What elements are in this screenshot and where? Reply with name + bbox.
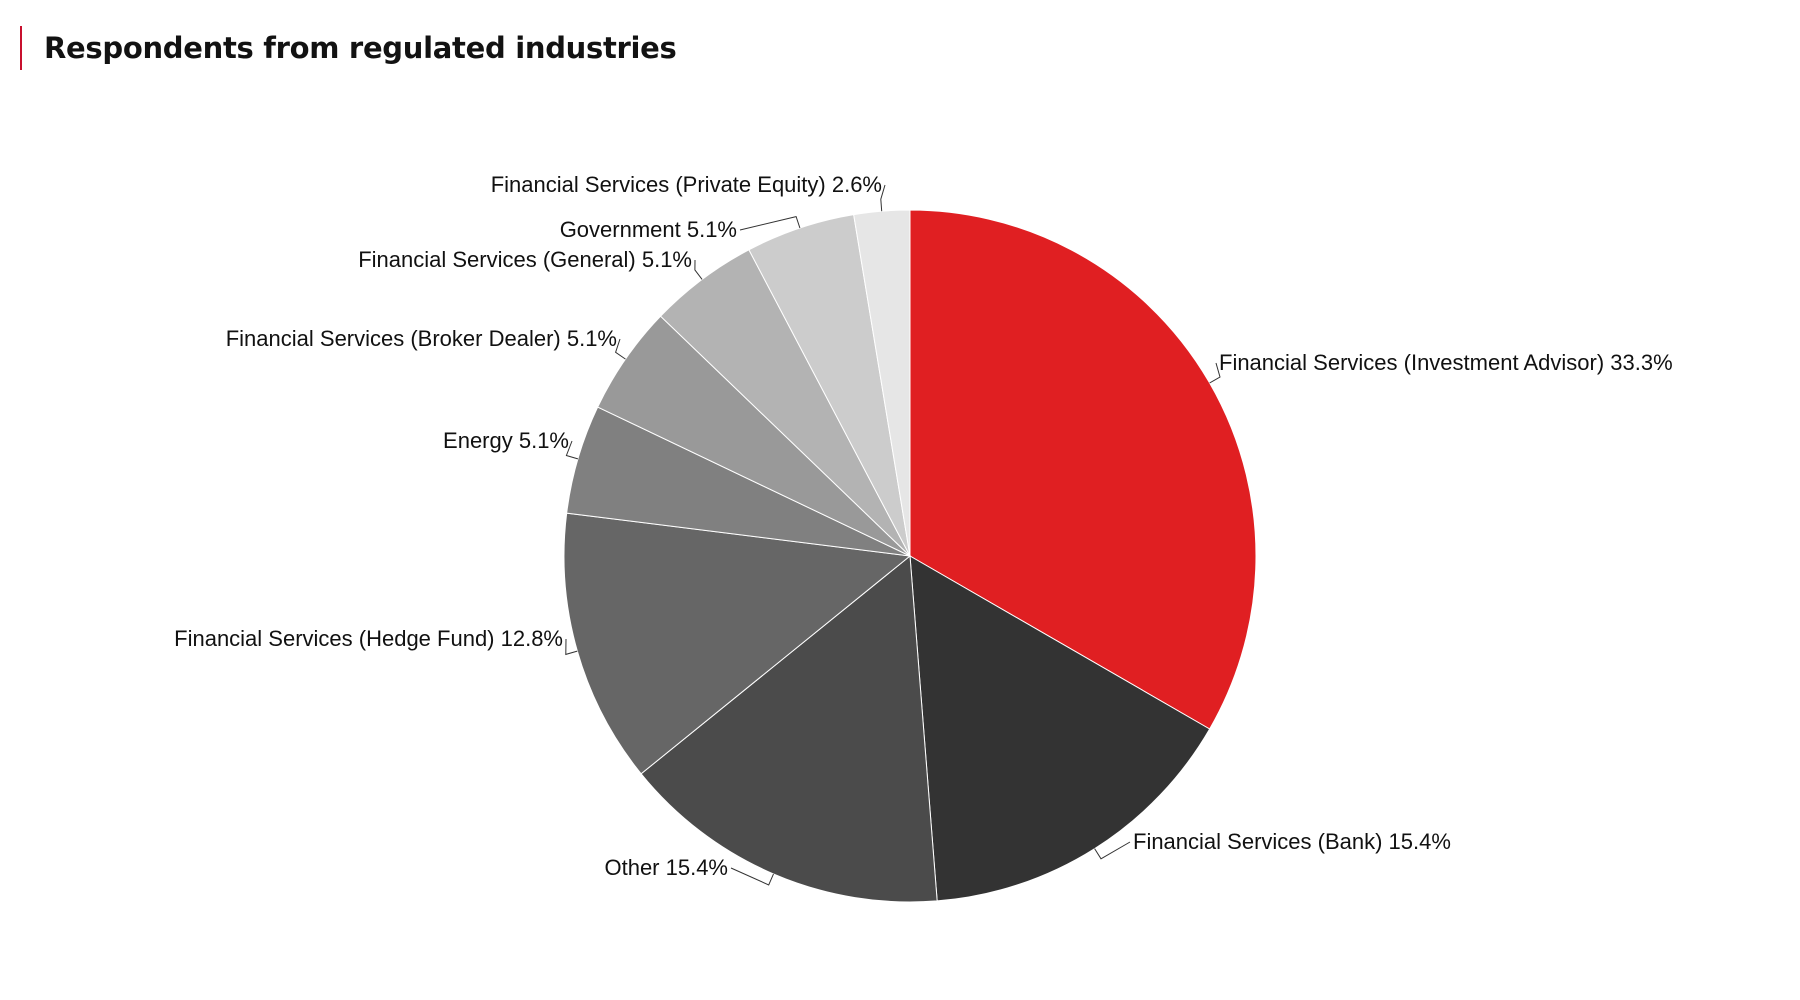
pie-slice-1[interactable] xyxy=(909,209,1257,730)
slice-label-5: Energy 5.1% xyxy=(443,428,569,453)
slice-label-3: Other 15.4% xyxy=(604,855,728,880)
slice-labels: Financial Services (Investment Advisor) … xyxy=(174,172,1673,880)
slice-label-8: Government 5.1% xyxy=(560,217,737,242)
pie-slices xyxy=(563,209,1257,903)
title-block: Respondents from regulated industries xyxy=(20,26,677,70)
leader-line-5 xyxy=(565,440,579,460)
slice-label-6: Financial Services (Broker Dealer) 5.1% xyxy=(226,326,617,351)
chart-title: Respondents from regulated industries xyxy=(44,31,677,65)
leader-line-3 xyxy=(730,867,774,886)
pie-slice-4[interactable] xyxy=(563,512,912,775)
slice-label-1: Financial Services (Investment Advisor) … xyxy=(1219,350,1673,375)
leader-line-2 xyxy=(1094,841,1131,860)
leader-line-7 xyxy=(694,259,703,280)
leader-line-8 xyxy=(739,216,801,231)
slice-label-9: Financial Services (Private Equity) 2.6% xyxy=(491,172,882,197)
slice-label-4: Financial Services (Hedge Fund) 12.8% xyxy=(174,626,563,651)
leader-line-9 xyxy=(880,184,886,212)
leader-line-4 xyxy=(565,638,578,656)
slice-label-7: Financial Services (General) 5.1% xyxy=(358,247,692,272)
slice-label-2: Financial Services (Bank) 15.4% xyxy=(1133,829,1451,854)
leader-line-6 xyxy=(615,338,626,360)
leader-lines xyxy=(565,184,1221,886)
leader-line-1 xyxy=(1209,362,1221,384)
